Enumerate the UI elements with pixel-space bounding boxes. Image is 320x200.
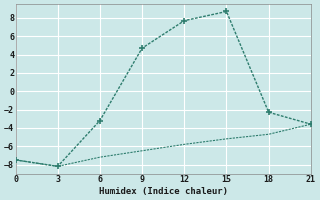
X-axis label: Humidex (Indice chaleur): Humidex (Indice chaleur) — [99, 187, 228, 196]
